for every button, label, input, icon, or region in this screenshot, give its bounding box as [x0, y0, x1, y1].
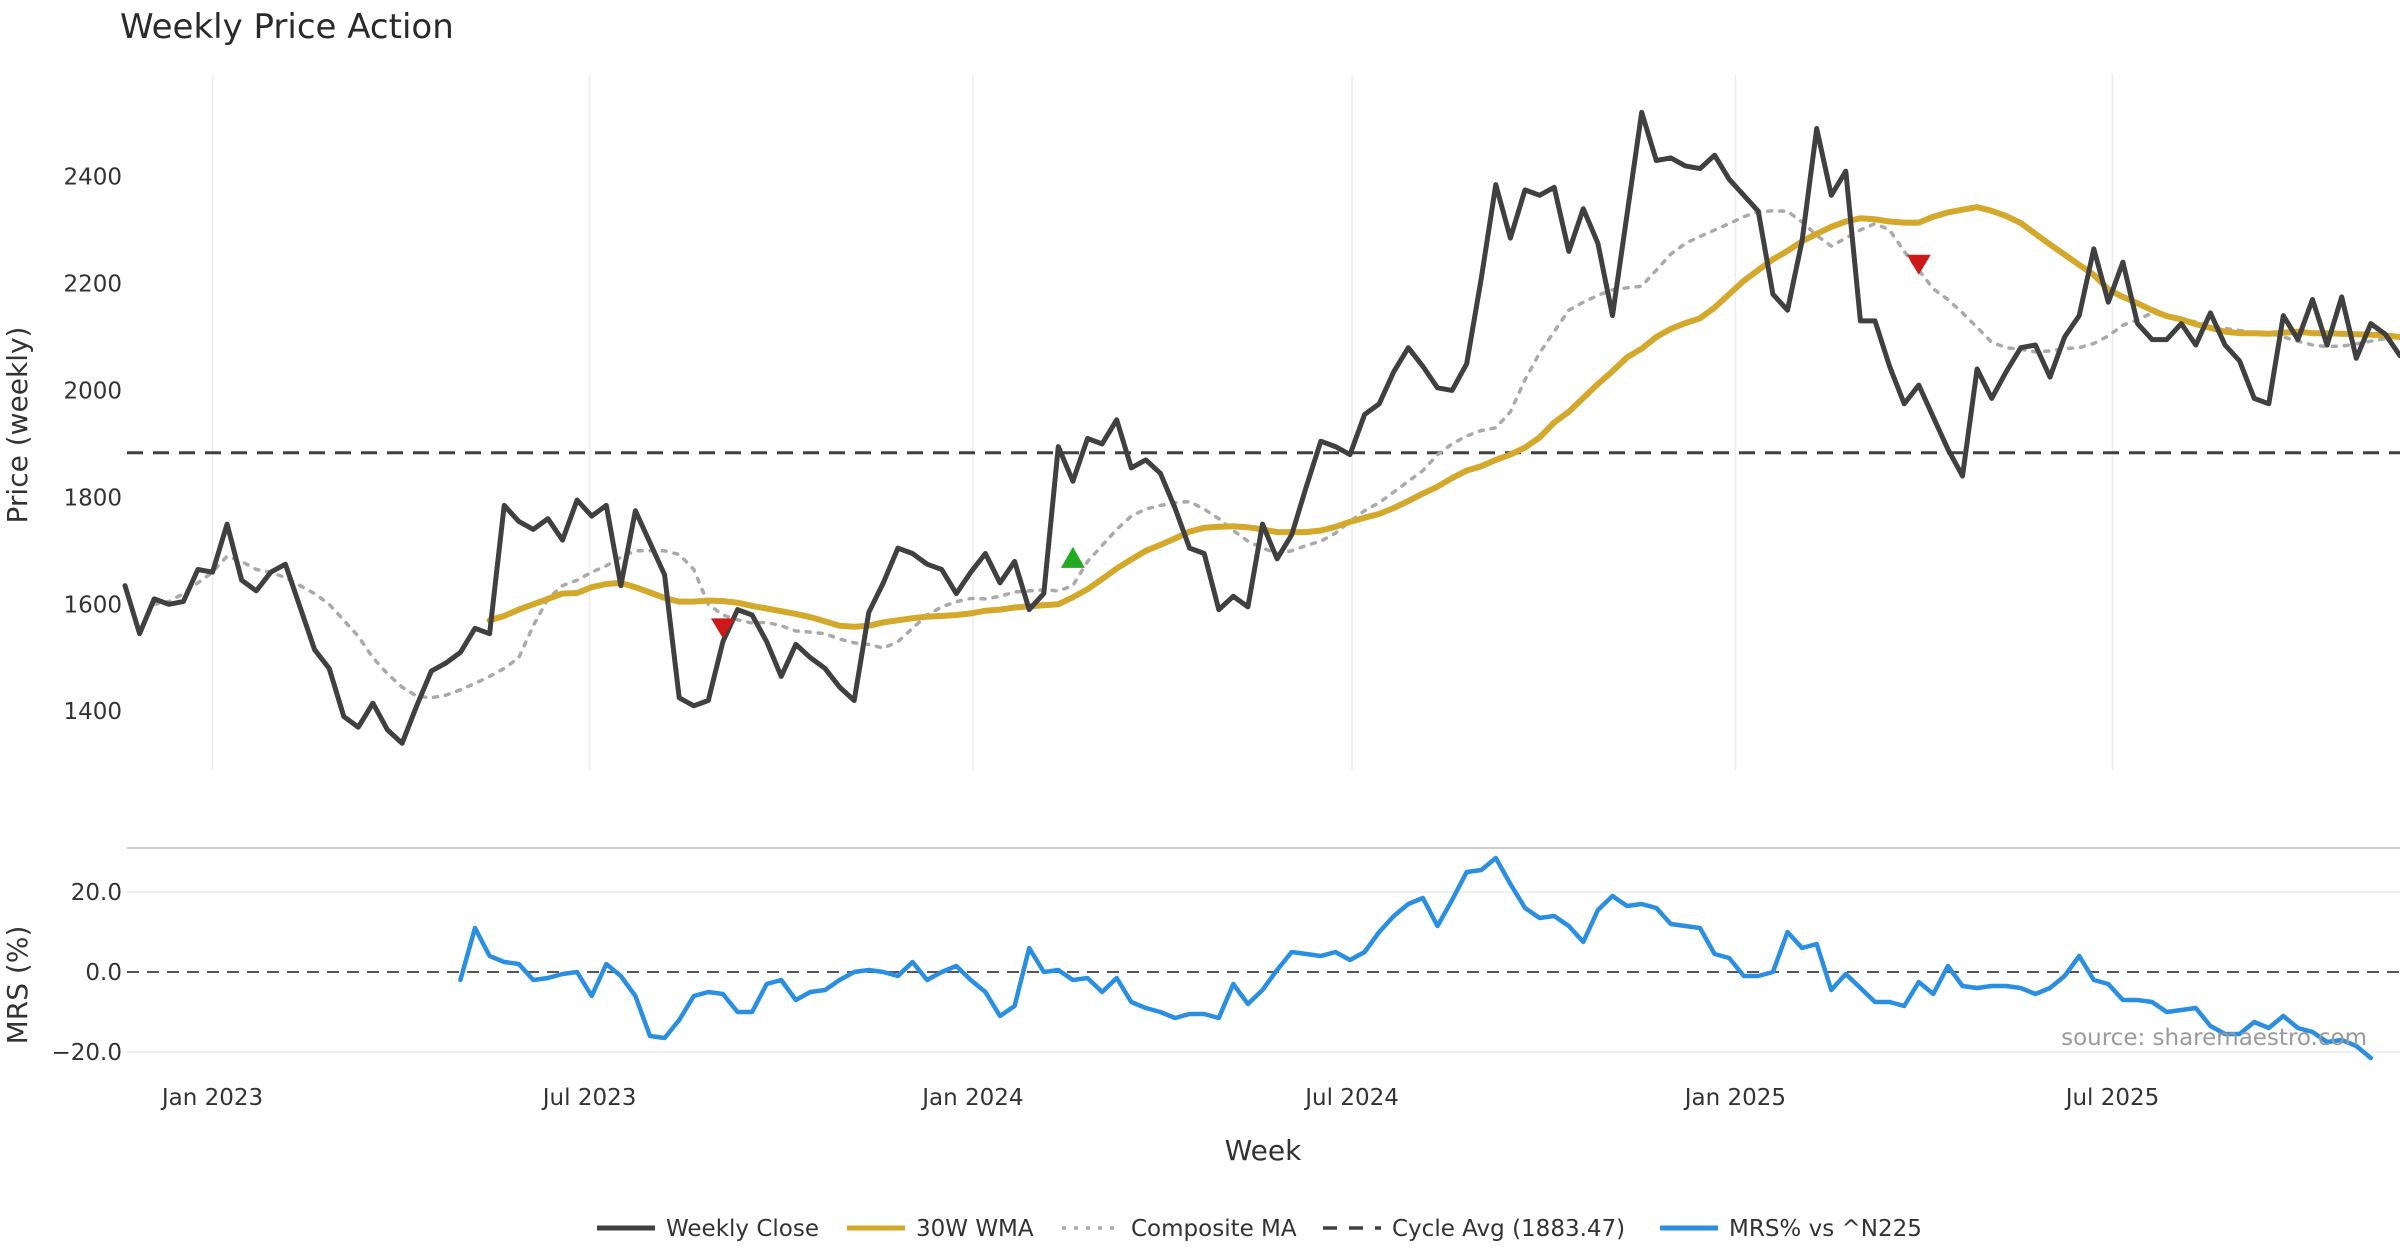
price-gridlines	[211, 75, 2114, 770]
legend-label-30w-wma: 30W WMA	[916, 1216, 1034, 1242]
sell-signal-marker	[710, 618, 735, 639]
mrs-gridlines	[127, 891, 2400, 1053]
x-tick-label: Jul 2024	[1303, 1085, 1399, 1111]
price-y-axis-label: Price (weekly)	[1, 327, 34, 524]
source-attribution: source: sharemaestro.com	[2061, 1025, 2367, 1051]
x-tick-label: Jul 2025	[2064, 1085, 2160, 1111]
price-y-tick-label: 1800	[63, 485, 122, 511]
mrs-y-ticks: 20.0 0.0 −20.0	[52, 880, 122, 1066]
mrs-y-tick-label: 20.0	[71, 880, 122, 906]
x-tick-label: Jan 2024	[920, 1085, 1023, 1111]
legend-label-composite-ma: Composite MA	[1131, 1216, 1297, 1242]
x-axis-label: Week	[1225, 1134, 1302, 1167]
legend-label-mrs-vs-n225: MRS% vs ^N225	[1729, 1216, 1922, 1242]
mrs-y-tick-label: 0.0	[85, 960, 122, 986]
mrs-panel: 20.0 0.0 −20.0 MRS (%) source: sharemaestr…	[1, 855, 2400, 1066]
price-y-tick-label: 2000	[63, 378, 122, 404]
mrs-series	[458, 855, 2374, 1061]
legend-label-cycle-avg-1883-47: Cycle Avg (1883.47)	[1392, 1216, 1625, 1242]
x-tick-label: Jul 2023	[541, 1085, 637, 1111]
mrs-y-tick-label: −20.0	[52, 1040, 122, 1066]
chart-title: Weekly Price Action	[120, 7, 454, 47]
price-y-tick-label: 2400	[63, 165, 122, 191]
price-y-ticks: 1400 1600 1800 2000 2200 2400	[63, 165, 122, 726]
signal-markers	[710, 254, 1931, 639]
mrs-vs-n225-line	[458, 855, 2374, 1061]
price-y-tick-label: 2200	[63, 272, 122, 298]
weekly-close-line	[122, 109, 2400, 746]
mrs-y-axis-label: MRS (%)	[1, 926, 34, 1045]
legend-label-weekly-close: Weekly Close	[666, 1216, 819, 1242]
legend: Weekly Close 30W WMA Composite MA Cycle Avg…	[597, 1216, 1922, 1242]
x-axis-ticks: Jan 2023 Jul 2023 Jan 2024 Jul 2024 Jan 2025…	[160, 1085, 2159, 1111]
sell-signal-marker	[1906, 254, 1931, 275]
x-tick-label: Jan 2023	[160, 1085, 263, 1111]
price-series	[122, 109, 2400, 746]
30w-wma-line	[486, 204, 2400, 630]
composite-ma-line	[152, 209, 2400, 700]
price-y-tick-label: 1400	[63, 699, 122, 725]
buy-signal-marker	[1060, 546, 1085, 568]
x-tick-label: Jan 2025	[1683, 1085, 1786, 1111]
price-y-tick-label: 1600	[63, 592, 122, 618]
price-panel: 1400 1600 1800 2000 2200 2400 Price (weekly)	[1, 75, 2400, 770]
